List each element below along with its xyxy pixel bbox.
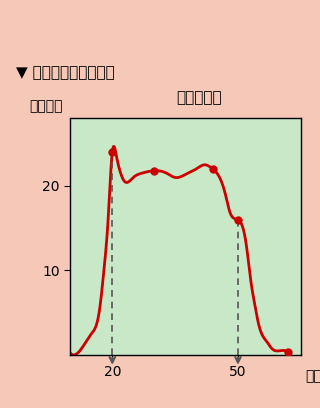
Text: ▼ 月経不順・生理痛を: ▼ 月経不順・生理痛を [16,65,115,80]
Text: （才）: （才） [305,369,320,383]
Text: （万人）: （万人） [29,100,62,113]
Text: 訴える女性: 訴える女性 [176,90,222,105]
